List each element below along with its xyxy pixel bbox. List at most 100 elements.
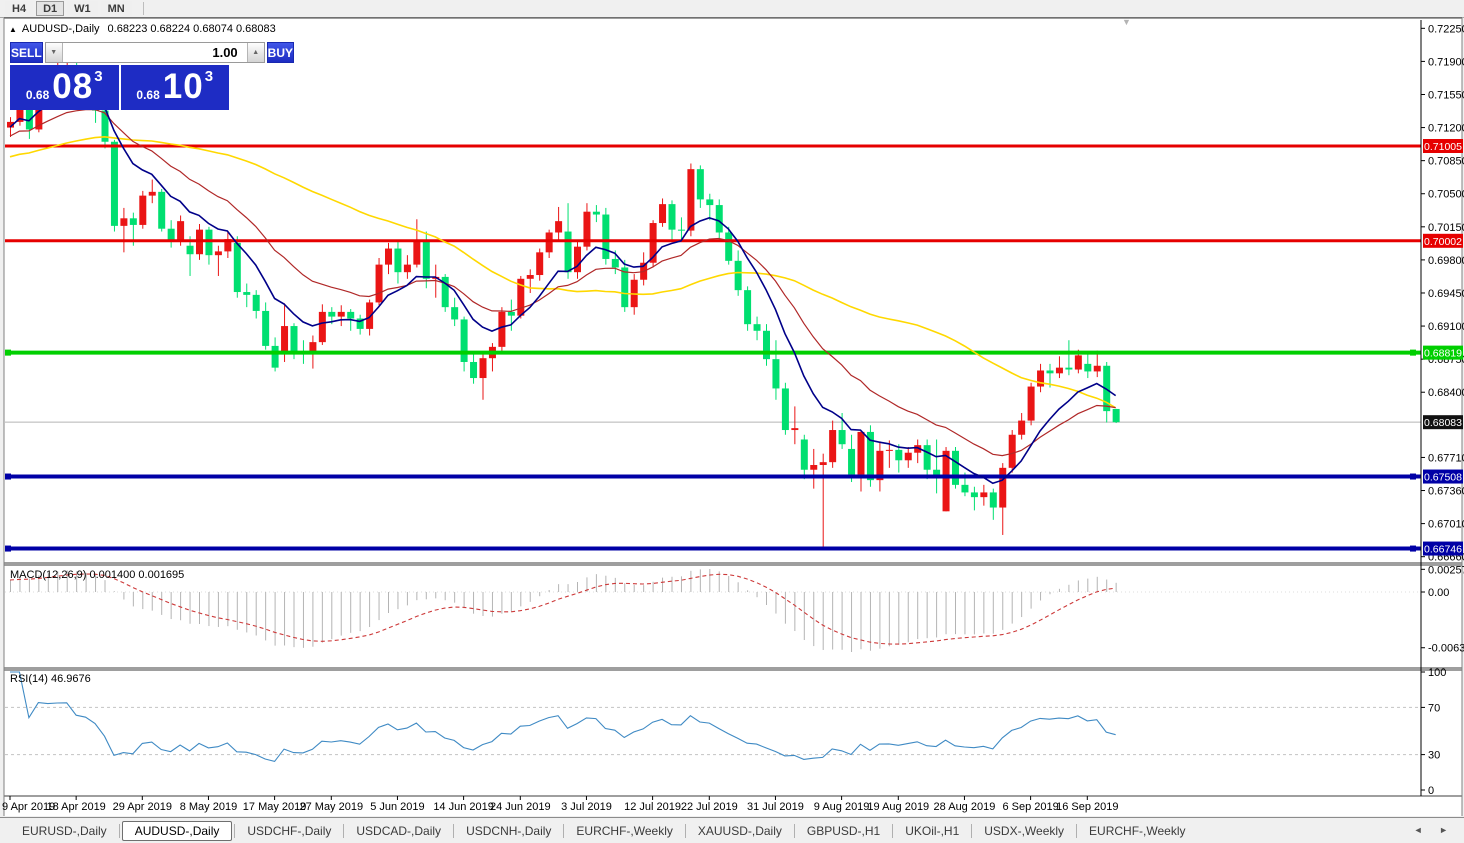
candle-body: [564, 231, 572, 273]
svg-text:0.69800: 0.69800: [1428, 255, 1464, 267]
svg-text:0.71200: 0.71200: [1428, 123, 1464, 135]
candle-body: [7, 121, 14, 128]
candle-body: [1084, 363, 1092, 372]
buy-price-button[interactable]: 0.68 10 3: [120, 65, 229, 110]
tab-separator: [892, 823, 894, 838]
candle-body: [451, 307, 459, 320]
level-handle[interactable]: [1410, 473, 1416, 480]
candle-body: [602, 214, 610, 259]
svg-text:0.68400: 0.68400: [1428, 387, 1464, 399]
svg-text:6 Sep 2019: 6 Sep 2019: [1002, 801, 1058, 813]
sell-button[interactable]: SELL: [10, 42, 43, 63]
tab-scroll-right-icon[interactable]: ►: [1439, 825, 1448, 835]
candle-body: [205, 229, 213, 256]
level-handle[interactable]: [5, 349, 11, 356]
expand-panel-icon[interactable]: ▲: [9, 25, 17, 34]
tab-scroll-left-icon[interactable]: ◄: [1413, 825, 1423, 835]
chevron-down-icon[interactable]: ▼: [1122, 17, 1131, 27]
candle-body: [621, 267, 629, 308]
price-axis[interactable]: 0.72250 0.71900 0.71550 0.71200 0.70850 0.705…: [1421, 23, 1464, 797]
timeframe-button-mn[interactable]: MN: [100, 1, 132, 16]
tab-usdchf-daily[interactable]: USDCHF-,Daily: [247, 823, 332, 838]
rsi-indicator-label: RSI(14) 46.9676: [10, 673, 91, 685]
buy-button[interactable]: BUY: [266, 42, 295, 63]
candle-body: [470, 361, 478, 379]
svg-text:100: 100: [1428, 667, 1446, 679]
timeframe-button-d1[interactable]: D1: [36, 1, 65, 16]
tab-separator: [118, 823, 120, 838]
svg-text:24 Jun 2019: 24 Jun 2019: [490, 801, 551, 813]
tab-eurchf-weekly[interactable]: EURCHF-,Weekly: [576, 823, 673, 838]
macd-signal-line: [9, 573, 1116, 645]
candle-body: [687, 169, 695, 231]
candle-body: [479, 358, 487, 379]
sell-price-button[interactable]: 0.68 08 3: [10, 65, 119, 110]
svg-text:0.70850: 0.70850: [1428, 156, 1464, 168]
tab-audusd-daily[interactable]: AUDUSD-,Daily: [121, 820, 233, 841]
candle-body: [772, 359, 780, 389]
tab-ukoil-h1[interactable]: UKOil-,H1: [905, 823, 960, 838]
svg-text:0.69450: 0.69450: [1428, 288, 1464, 300]
svg-text:17 May 2019: 17 May 2019: [243, 801, 307, 813]
svg-text:0.67010: 0.67010: [1428, 519, 1464, 531]
candle-body: [517, 278, 525, 316]
candle-body: [271, 345, 279, 368]
candle-body: [101, 110, 109, 142]
svg-text:9 Aug 2019: 9 Aug 2019: [814, 801, 870, 813]
candle-body: [224, 239, 232, 252]
svg-text:0.71550: 0.71550: [1428, 89, 1464, 101]
svg-text:12 Jul 2019: 12 Jul 2019: [624, 801, 681, 813]
candle-body: [375, 264, 383, 303]
candle-body: [933, 469, 941, 476]
moving-average-9: [9, 92, 1117, 485]
candle-body: [800, 439, 808, 470]
tab-usdcnh-daily[interactable]: USDCNH-,Daily: [466, 823, 552, 838]
candle-body: [129, 218, 137, 225]
candle-body: [1055, 367, 1063, 374]
sell-price-prefix: 0.68: [25, 88, 50, 102]
tab-usdcad-daily[interactable]: USDCAD-,Daily: [356, 823, 442, 838]
volume-decrease-button[interactable]: ▼: [45, 43, 63, 62]
toolbar-separator: [142, 2, 144, 15]
level-handle[interactable]: [5, 473, 11, 480]
level-handle[interactable]: [1410, 545, 1416, 552]
candle-body: [942, 450, 950, 512]
svg-text:3 Jul 2019: 3 Jul 2019: [561, 801, 612, 813]
svg-text:8 May 2019: 8 May 2019: [180, 801, 237, 813]
candle-body: [838, 430, 846, 445]
tab-eurusd-daily[interactable]: EURUSD-,Daily: [22, 823, 107, 838]
svg-text:0.00: 0.00: [1428, 587, 1449, 599]
level-handle[interactable]: [5, 545, 11, 552]
tab-separator: [234, 823, 236, 838]
candle-body: [1027, 386, 1035, 421]
moving-average-45: [9, 135, 1117, 409]
candle-body: [422, 240, 430, 279]
tab-xauusd-daily[interactable]: XAUUSD-,Daily: [697, 823, 782, 838]
svg-text:0.70002: 0.70002: [1424, 236, 1462, 248]
candle-body: [177, 221, 185, 241]
tab-gbpusd-h1[interactable]: GBPUSD-,H1: [806, 823, 881, 838]
tab-usdx-weekly[interactable]: USDX-,Weekly: [984, 823, 1065, 838]
candle-body: [876, 450, 884, 481]
timeframe-button-h4[interactable]: H4: [5, 1, 34, 16]
tab-separator: [453, 823, 455, 838]
candle-body: [885, 449, 893, 451]
level-handle[interactable]: [1410, 349, 1416, 356]
candle-body: [989, 492, 997, 508]
candle-body: [356, 318, 364, 329]
svg-text:0.68819: 0.68819: [1424, 348, 1462, 360]
tab-eurchf-weekly[interactable]: EURCHF-,Weekly: [1089, 823, 1186, 838]
volume-increase-button[interactable]: ▲: [246, 43, 264, 62]
svg-text:-0.006326: -0.006326: [1428, 643, 1464, 655]
candle-body: [318, 311, 326, 343]
tab-separator: [793, 823, 795, 838]
rsi-pane: [5, 706, 1421, 756]
volume-input[interactable]: [62, 43, 247, 62]
timeframe-button-w1[interactable]: W1: [67, 1, 98, 16]
rsi-line: [10, 671, 1116, 763]
sell-price-main: 08: [52, 67, 94, 106]
price-badge: [1423, 469, 1463, 484]
svg-text:0.69100: 0.69100: [1428, 321, 1464, 333]
